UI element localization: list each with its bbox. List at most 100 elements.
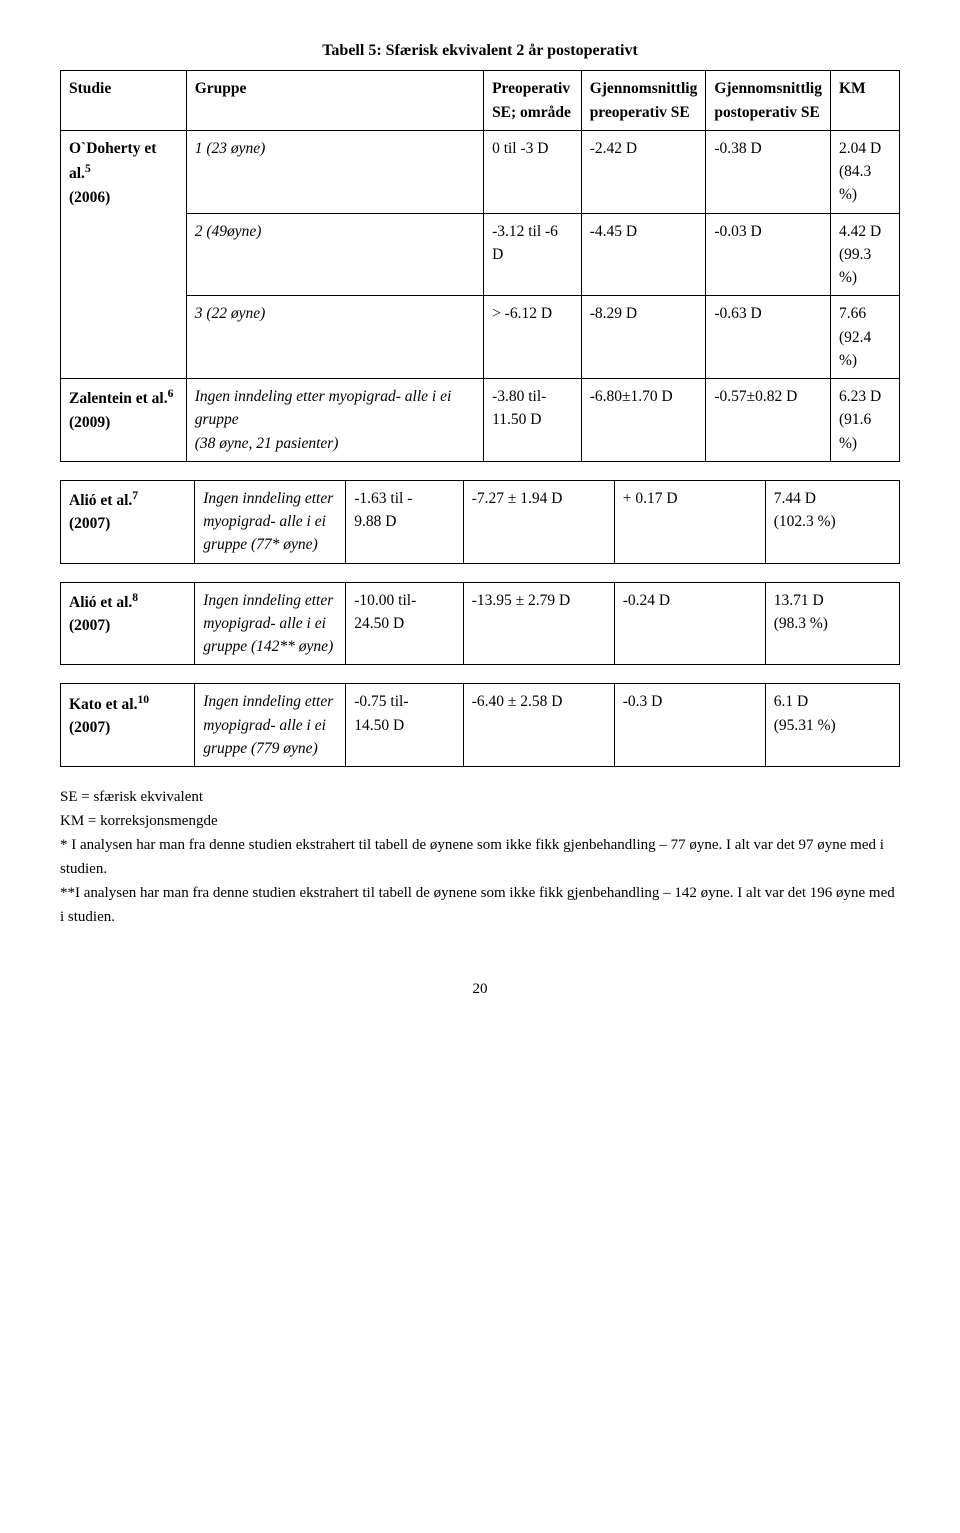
footnote-km: KM = korreksjonsmengde: [60, 809, 900, 833]
odoherty-r3-c5: -0.63 D: [706, 296, 831, 379]
alio7-c6: 7.44 D (102.3 %): [765, 480, 899, 563]
kato-c6: 6.1 D (95.31 %): [765, 684, 899, 767]
odoherty-sup: 5: [85, 162, 91, 175]
footnote-se: SE = sfærisk ekvivalent: [60, 785, 900, 809]
zalentein-sup: 6: [168, 387, 174, 400]
zalentein-c3b: 11.50 D: [492, 411, 541, 428]
odoherty-r1-c3: 0 til -3 D: [484, 130, 582, 213]
alio7-c3a: -1.63 til -: [354, 490, 412, 507]
kato-c5: -0.3 D: [614, 684, 765, 767]
odoherty-r1-c6a: 2.04 D: [839, 140, 881, 157]
h-km: KM: [831, 71, 900, 131]
alio8-sup: 8: [132, 591, 138, 604]
odoherty-r2-g: 2 (49øyne): [186, 213, 483, 296]
odoherty-r3-c6b: (92.4 %): [839, 329, 871, 369]
odoherty-r2-c4: -4.45 D: [581, 213, 706, 296]
footnote-dstar: **I analysen har man fra denne studien e…: [60, 881, 900, 929]
alio8-c3b: 24.50 D: [354, 615, 404, 632]
odoherty-r2-c6: 4.42 D (99.3 %): [831, 213, 900, 296]
table-kato: Kato et al.10 (2007) Ingen inndeling ett…: [60, 683, 900, 767]
zalentein-year: (2009): [69, 414, 110, 431]
page-number: 20: [60, 979, 900, 1000]
odoherty-r2-c3: -3.12 til -6 D: [484, 213, 582, 296]
alio7-sup: 7: [132, 489, 138, 502]
odoherty-r3-c3: > -6.12 D: [484, 296, 582, 379]
odoherty-r3-c4: -8.29 D: [581, 296, 706, 379]
kato-c3b: 14.50 D: [354, 717, 404, 734]
kato-c3: -0.75 til- 14.50 D: [346, 684, 463, 767]
h-c5b: postoperativ SE: [714, 104, 820, 121]
h-gruppe: Gruppe: [186, 71, 483, 131]
odoherty-r3-c6a: 7.66: [839, 305, 866, 322]
alio7-c3: -1.63 til - 9.88 D: [346, 480, 463, 563]
odoherty-study: O`Doherty et al.5 (2006): [61, 130, 187, 378]
h-c3b: SE; område: [492, 104, 571, 121]
odoherty-year: (2006): [69, 189, 110, 206]
kato-c6b: (95.31 %): [774, 717, 836, 734]
h-c4a: Gjennomsnittlig: [590, 80, 698, 97]
zalentein-c6a: 6.23 D: [839, 388, 881, 405]
alio8-c4: -13.95 ± 2.79 D: [463, 582, 614, 665]
table-alio8: Alió et al.8 (2007) Ingen inndeling ette…: [60, 582, 900, 666]
alio8-g: Ingen inndeling etter myopigrad- alle i …: [195, 582, 346, 665]
zalentein-c4: -6.80±1.70 D: [581, 379, 706, 462]
h-preop: Preoperativ SE; område: [484, 71, 582, 131]
alio7-g: Ingen inndeling etter myopigrad- alle i …: [195, 480, 346, 563]
zalentein-c6: 6.23 D (91.6 %): [831, 379, 900, 462]
odoherty-r2-c6a: 4.42 D: [839, 223, 881, 240]
kato-sup: 10: [137, 692, 149, 705]
h-c3a: Preoperativ: [492, 80, 570, 97]
zalentein-study: Zalentein et al.6 (2009): [61, 379, 187, 462]
alio7-c6a: 7.44 D: [774, 490, 816, 507]
zalentein-g1: Ingen inndeling etter myopigrad- alle i …: [195, 388, 452, 428]
zalentein-c3a: -3.80 til-: [492, 388, 546, 405]
alio7-c4: -7.27 ± 1.94 D: [463, 480, 614, 563]
h-c4b: preoperativ SE: [590, 104, 690, 121]
alio7-name: Alió et al.: [69, 492, 132, 509]
alio8-c6: 13.71 D (98.3 %): [765, 582, 899, 665]
odoherty-name: O`Doherty et al.: [69, 140, 156, 182]
alio8-study: Alió et al.8 (2007): [61, 582, 195, 665]
odoherty-r1-c6: 2.04 D (84.3 %): [831, 130, 900, 213]
odoherty-r3-g: 3 (22 øyne): [186, 296, 483, 379]
odoherty-r2-c6b: (99.3 %): [839, 246, 871, 286]
h-c5a: Gjennomsnittlig: [714, 80, 822, 97]
alio7-c6b: (102.3 %): [774, 513, 836, 530]
zalentein-g2: (38 øyne, 21 pasienter): [195, 435, 339, 452]
h-postop-se: Gjennomsnittlig postoperativ SE: [706, 71, 831, 131]
alio7-year: (2007): [69, 515, 110, 532]
h-preop-se: Gjennomsnittlig preoperativ SE: [581, 71, 706, 131]
alio8-c3a: -10.00 til-: [354, 592, 416, 609]
odoherty-r1-c6b: (84.3 %): [839, 163, 871, 203]
kato-name: Kato et al.: [69, 696, 137, 713]
kato-g: Ingen inndeling etter myopigrad- alle i …: [195, 684, 346, 767]
odoherty-r1-g: 1 (23 øyne): [186, 130, 483, 213]
kato-c3a: -0.75 til-: [354, 693, 408, 710]
table-alio7: Alió et al.7 (2007) Ingen inndeling ette…: [60, 480, 900, 564]
alio7-c3b: 9.88 D: [354, 513, 396, 530]
table-main-1: Studie Gruppe Preoperativ SE; område Gje…: [60, 70, 900, 462]
zalentein-g: Ingen inndeling etter myopigrad- alle i …: [186, 379, 483, 462]
odoherty-r3-c6: 7.66 (92.4 %): [831, 296, 900, 379]
kato-year: (2007): [69, 719, 110, 736]
odoherty-r2-c5: -0.03 D: [706, 213, 831, 296]
table-title: Tabell 5: Sfærisk ekvivalent 2 år postop…: [60, 40, 900, 62]
h-studie: Studie: [61, 71, 187, 131]
kato-study: Kato et al.10 (2007): [61, 684, 195, 767]
zalentein-name: Zalentein et al.: [69, 390, 168, 407]
alio7-study: Alió et al.7 (2007): [61, 480, 195, 563]
zalentein-c3: -3.80 til- 11.50 D: [484, 379, 582, 462]
footnote-star: * I analysen har man fra denne studien e…: [60, 833, 900, 881]
odoherty-r1-c5: -0.38 D: [706, 130, 831, 213]
kato-c4: -6.40 ± 2.58 D: [463, 684, 614, 767]
odoherty-r1-c4: -2.42 D: [581, 130, 706, 213]
alio8-year: (2007): [69, 617, 110, 634]
alio8-c6b: (98.3 %): [774, 615, 828, 632]
alio8-name: Alió et al.: [69, 594, 132, 611]
alio7-c5: + 0.17 D: [614, 480, 765, 563]
alio8-c6a: 13.71 D: [774, 592, 824, 609]
zalentein-c6b: (91.6 %): [839, 411, 871, 451]
kato-c6a: 6.1 D: [774, 693, 808, 710]
alio8-c3: -10.00 til- 24.50 D: [346, 582, 463, 665]
alio8-c5: -0.24 D: [614, 582, 765, 665]
